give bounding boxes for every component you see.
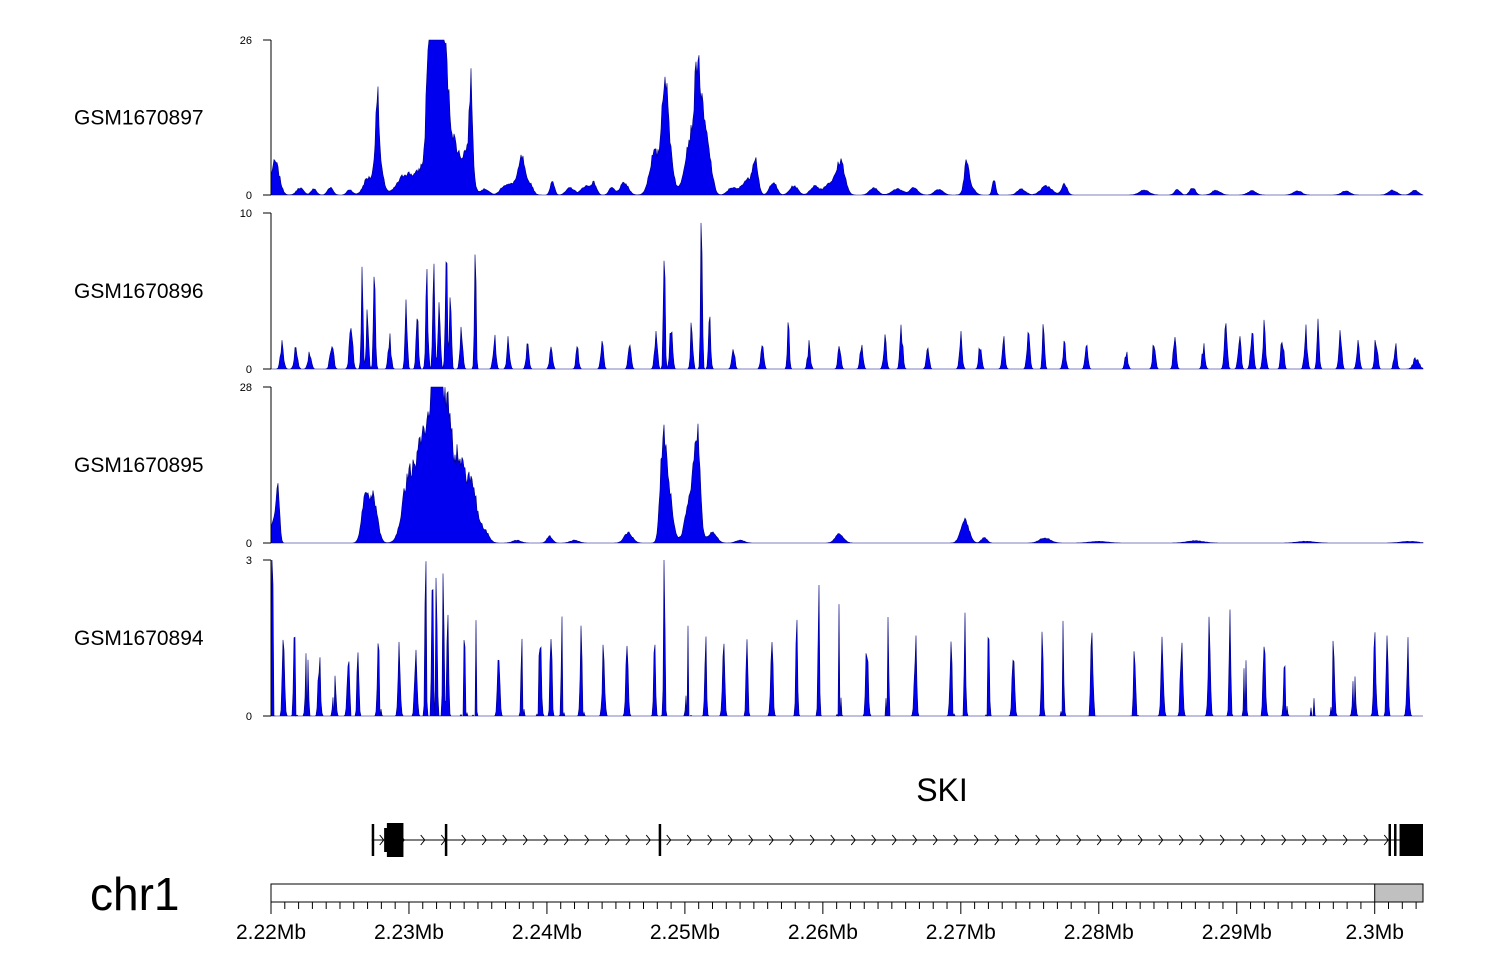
- gene-label: SKI: [916, 772, 968, 808]
- y-tick-label-min: 0: [246, 190, 252, 202]
- track-GSM1670896: 10 0 GSM1670896: [74, 208, 1424, 376]
- strand-arrow: [1383, 834, 1389, 846]
- track-label: GSM1670894: [74, 627, 204, 650]
- gene-model-track: SKI: [371, 772, 1423, 857]
- signal-area: [271, 222, 1424, 370]
- strand-arrow: [1219, 834, 1225, 846]
- strand-arrow: [1322, 834, 1328, 846]
- strand-arrow: [830, 834, 836, 846]
- strand-arrow: [727, 834, 733, 846]
- exon: [658, 824, 662, 856]
- exon: [1388, 824, 1392, 856]
- exon: [1394, 824, 1397, 856]
- ideogram-highlight: [1374, 883, 1424, 903]
- exon: [371, 824, 375, 856]
- strand-arrow: [789, 834, 795, 846]
- exon: [444, 824, 448, 856]
- signal-area: [270, 386, 1424, 544]
- strand-arrow: [748, 834, 754, 846]
- strand-arrow: [686, 834, 692, 846]
- strand-arrow: [1199, 834, 1205, 846]
- signal-area: [270, 559, 1423, 718]
- y-tick-label-min: 0: [246, 364, 252, 376]
- strand-arrow: [625, 834, 631, 846]
- strand-arrow: [1178, 834, 1184, 846]
- signal-area: [270, 39, 1424, 196]
- y-tick-label-max: 26: [240, 35, 252, 47]
- strand-arrow: [912, 834, 918, 846]
- strand-arrow: [871, 834, 877, 846]
- strand-arrow: [563, 834, 569, 846]
- strand-arrow: [502, 834, 508, 846]
- strand-arrow: [1301, 834, 1307, 846]
- track-label: GSM1670897: [74, 107, 204, 130]
- strand-arrow: [1363, 834, 1369, 846]
- strand-arrow: [1281, 834, 1287, 846]
- strand-arrow: [481, 834, 487, 846]
- strand-arrow: [768, 834, 774, 846]
- strand-arrow: [461, 834, 467, 846]
- x-tick-label: 2.29Mb: [1202, 921, 1272, 944]
- chromosome-label: chr1: [90, 868, 179, 920]
- track-label: GSM1670896: [74, 280, 204, 303]
- y-tick-label-max: 10: [240, 208, 252, 220]
- strand-arrow: [604, 834, 610, 846]
- x-tick-label: 2.23Mb: [374, 921, 444, 944]
- strand-arrow: [1342, 834, 1348, 846]
- strand-arrow: [1260, 834, 1266, 846]
- strand-arrow: [522, 834, 528, 846]
- x-tick-label: 2.26Mb: [788, 921, 858, 944]
- exon: [1399, 824, 1423, 856]
- strand-arrow: [645, 834, 651, 846]
- ideogram-bar: [270, 883, 1424, 903]
- strand-arrow: [666, 834, 672, 846]
- strand-arrow: [1240, 834, 1246, 846]
- strand-arrow: [994, 834, 1000, 846]
- strand-arrow: [1158, 834, 1164, 846]
- y-tick-label-max: 3: [246, 555, 252, 567]
- strand-arrow: [707, 834, 713, 846]
- x-tick-label: 2.28Mb: [1064, 921, 1134, 944]
- x-tick-label: 2.25Mb: [650, 921, 720, 944]
- strand-arrow: [379, 834, 385, 846]
- strand-arrow: [584, 834, 590, 846]
- strand-arrow: [953, 834, 959, 846]
- track-GSM1670895: 28 0 GSM1670895: [74, 382, 1424, 550]
- strand-arrow: [850, 834, 856, 846]
- exon: [384, 828, 390, 852]
- strand-arrow: [1014, 834, 1020, 846]
- signal-tracks: 26 0 GSM1670897 10 0 GSM1670896 28 0 GSM1670895 3…: [74, 35, 1424, 723]
- strand-arrow: [932, 834, 938, 846]
- track-label: GSM1670895: [74, 454, 204, 477]
- strand-arrow: [809, 834, 815, 846]
- x-tick-label: 2.22Mb: [236, 921, 306, 944]
- exon: [386, 823, 404, 857]
- strand-arrow: [420, 834, 426, 846]
- genomic-axis: chr1 2.22Mb 2.23Mb 2.24Mb 2.25Mb 2.26Mb 2.27M…: [90, 868, 1424, 944]
- track-GSM1670894: 3 0 GSM1670894: [74, 555, 1423, 723]
- strand-arrow: [973, 834, 979, 846]
- gene-structure: [371, 823, 1423, 857]
- strand-arrow: [1096, 834, 1102, 846]
- x-tick-label: 2.24Mb: [512, 921, 582, 944]
- x-tick-label: 2.3Mb: [1346, 921, 1404, 944]
- strand-arrow: [1076, 834, 1082, 846]
- y-tick-label-min: 0: [246, 711, 252, 723]
- strand-arrow: [1137, 834, 1143, 846]
- strand-arrow: [543, 834, 549, 846]
- strand-arrow: [1035, 834, 1041, 846]
- y-tick-label-max: 28: [240, 382, 252, 394]
- axis-ticks: 2.22Mb 2.23Mb 2.24Mb 2.25Mb 2.26Mb 2.27Mb 2.28…: [236, 883, 1424, 944]
- strand-arrow: [1055, 834, 1061, 846]
- strand-arrow: [1117, 834, 1123, 846]
- track-GSM1670897: 26 0 GSM1670897: [74, 35, 1424, 202]
- y-tick-label-min: 0: [246, 538, 252, 550]
- strand-arrow: [891, 834, 897, 846]
- x-tick-label: 2.27Mb: [926, 921, 996, 944]
